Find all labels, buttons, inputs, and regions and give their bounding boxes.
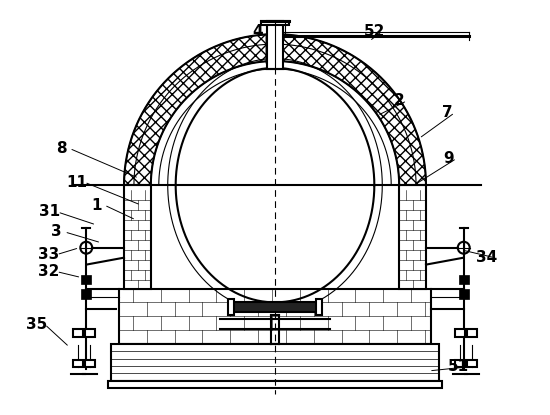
Bar (124, 185, 151, 289)
Bar (261, 21, 289, 25)
Bar (81, 275, 91, 284)
Bar (467, 360, 477, 367)
Text: 31: 31 (39, 205, 60, 220)
Bar (316, 299, 322, 315)
Bar (455, 329, 465, 337)
Wedge shape (124, 34, 426, 185)
Text: 34: 34 (476, 250, 497, 265)
Text: 8: 8 (56, 141, 67, 156)
Text: 33: 33 (38, 247, 59, 262)
Text: 35: 35 (26, 317, 47, 332)
Bar (267, 21, 283, 69)
Text: 9: 9 (443, 151, 454, 166)
Bar (85, 329, 95, 337)
Bar (228, 299, 234, 315)
Bar (73, 329, 83, 337)
Text: 32: 32 (38, 264, 59, 279)
Bar (111, 344, 439, 381)
Bar (81, 289, 91, 299)
Bar (399, 185, 426, 289)
Text: 2: 2 (394, 93, 405, 108)
Bar (85, 360, 95, 367)
Text: 3: 3 (51, 225, 62, 239)
Text: 1: 1 (91, 198, 101, 212)
Bar (459, 275, 469, 284)
Bar (455, 360, 465, 367)
Text: 11: 11 (66, 175, 87, 190)
Text: 51: 51 (448, 359, 469, 374)
Text: 4: 4 (253, 24, 263, 39)
Bar (230, 303, 320, 312)
Bar (73, 360, 83, 367)
Text: 52: 52 (364, 24, 385, 39)
Bar (119, 289, 431, 344)
Bar (467, 329, 477, 337)
Bar (108, 381, 442, 388)
Text: 7: 7 (442, 105, 452, 120)
Bar (459, 289, 469, 299)
